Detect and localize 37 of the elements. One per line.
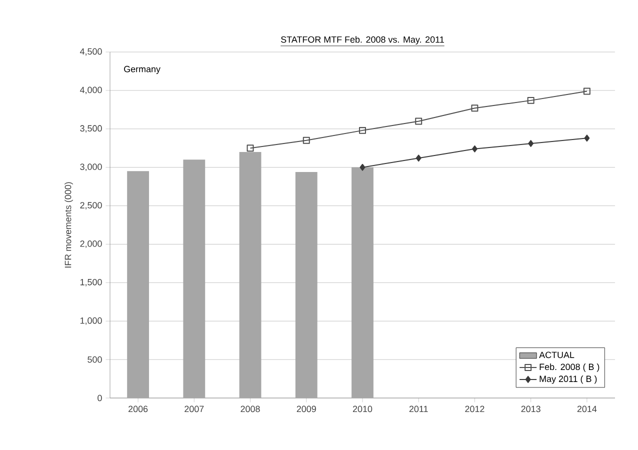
y-tick-label: 4,500 — [80, 48, 102, 56]
point — [583, 88, 590, 95]
x-tick-label: 2012 — [465, 406, 484, 412]
legend-label: ACTUAL — [539, 352, 574, 358]
x-tick-label: 2014 — [577, 406, 597, 412]
x-tick-label: 2010 — [352, 406, 372, 412]
y-tick-label: 0 — [98, 394, 102, 402]
y-tick-label: 3,500 — [80, 125, 102, 133]
x-tick-label: 2006 — [128, 406, 148, 412]
point — [472, 145, 478, 152]
y-tick-label: 2,500 — [80, 202, 102, 210]
x-tick-label: 2007 — [184, 406, 204, 412]
point — [246, 144, 254, 152]
x-tick-label: 2011 — [409, 406, 428, 412]
y-tick-label: 2,000 — [80, 240, 102, 248]
point — [416, 154, 422, 162]
point — [415, 118, 422, 125]
y-tick-label: 4,000 — [80, 86, 102, 94]
y-tick-label: 1,000 — [80, 317, 102, 325]
y-axis-title: IFR movements (000) — [64, 182, 73, 268]
point — [302, 136, 310, 144]
y-tick-label: 3,000 — [80, 164, 102, 172]
point — [359, 126, 366, 134]
y-tick-label: 500 — [88, 356, 102, 363]
point — [471, 104, 478, 112]
point — [527, 96, 534, 104]
chart-title: STATFOR MTF Feb. 2008 vs. May. 2011 — [281, 36, 444, 44]
point — [528, 140, 534, 147]
x-tick-label: 2008 — [240, 406, 260, 412]
x-tick-label: 2013 — [521, 406, 540, 412]
y-tick-label: 1,500 — [80, 278, 102, 286]
point — [360, 164, 366, 171]
point — [584, 134, 590, 142]
legend-label: May 2011 ( B ) — [540, 375, 597, 384]
x-tick-label: 2009 — [296, 406, 316, 412]
annotation: Germany — [124, 66, 160, 74]
legend-label: Feb. 2008 ( B ) — [540, 363, 600, 372]
